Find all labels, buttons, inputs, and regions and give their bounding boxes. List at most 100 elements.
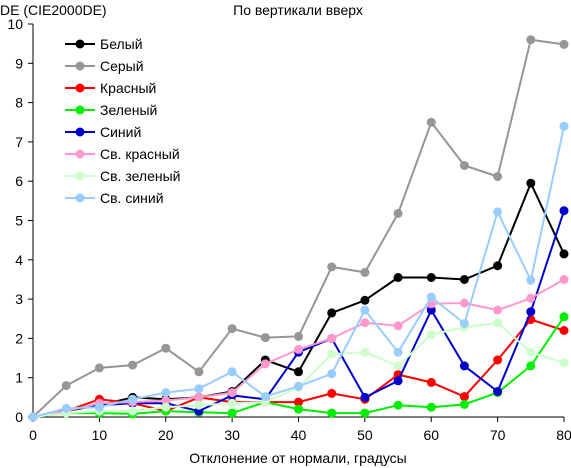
data-point bbox=[559, 39, 569, 49]
series-8 bbox=[28, 121, 569, 422]
data-point bbox=[459, 361, 469, 371]
legend-marker bbox=[75, 83, 85, 93]
data-point bbox=[327, 262, 337, 272]
data-point bbox=[294, 397, 303, 407]
data-point bbox=[294, 381, 303, 391]
data-point bbox=[393, 208, 403, 218]
legend-label: Св. синий bbox=[100, 190, 164, 206]
data-point bbox=[360, 347, 370, 357]
axes: 0 1 2 3 4 5 6 7 8 9 10 0 10 20 30 40 50 60 70 80 bbox=[7, 16, 571, 443]
x-tick-label: 50 bbox=[357, 427, 373, 443]
legend-label: Зеленый bbox=[100, 102, 157, 118]
data-point bbox=[194, 400, 204, 410]
data-point bbox=[327, 408, 337, 418]
data-point bbox=[327, 349, 337, 359]
data-point bbox=[128, 360, 138, 370]
legend-marker bbox=[75, 39, 85, 49]
data-point bbox=[393, 347, 403, 357]
data-point bbox=[426, 330, 436, 339]
data-point bbox=[493, 261, 503, 271]
data-point bbox=[360, 267, 370, 277]
data-point bbox=[459, 161, 469, 170]
data-point bbox=[260, 333, 270, 343]
x-axis-title: Отклонение от нормали, градусы bbox=[189, 450, 406, 466]
y-tick-label: 3 bbox=[15, 291, 23, 307]
data-point bbox=[260, 392, 270, 402]
legend-marker bbox=[75, 61, 85, 71]
legend-item: Синий bbox=[65, 124, 141, 140]
y-axis-title: DE (CIE2000DE) bbox=[0, 2, 107, 18]
data-point bbox=[459, 392, 469, 402]
chart-title: По вертикали вверх bbox=[233, 2, 363, 18]
data-point bbox=[360, 408, 370, 418]
y-tick-label: 7 bbox=[15, 134, 23, 150]
y-tick-label: 6 bbox=[15, 173, 23, 189]
data-point bbox=[393, 361, 403, 371]
data-point bbox=[227, 398, 237, 408]
data-point bbox=[61, 403, 71, 413]
legend-item: Св. зеленый bbox=[65, 168, 180, 184]
data-point bbox=[526, 307, 536, 317]
data-point bbox=[559, 312, 569, 322]
legend-marker bbox=[75, 105, 85, 115]
legend-item: Св. красный bbox=[65, 146, 180, 162]
x-tick-label: 10 bbox=[92, 427, 108, 443]
data-point bbox=[327, 388, 337, 398]
data-point bbox=[426, 305, 436, 315]
data-point bbox=[161, 396, 171, 405]
data-point bbox=[526, 35, 536, 45]
data-point bbox=[360, 392, 370, 402]
legend-marker bbox=[75, 193, 85, 203]
legend-marker bbox=[75, 171, 85, 181]
data-point bbox=[327, 333, 337, 343]
data-point bbox=[393, 400, 403, 410]
x-tick-label: 60 bbox=[423, 427, 439, 443]
data-point bbox=[559, 249, 569, 259]
data-point bbox=[526, 361, 536, 371]
data-point bbox=[327, 308, 337, 318]
x-tick-label: 0 bbox=[29, 427, 37, 443]
data-point bbox=[526, 347, 536, 357]
data-point bbox=[28, 412, 38, 422]
data-point bbox=[493, 305, 503, 315]
y-tick-label: 8 bbox=[15, 95, 23, 111]
legend-item: Красный bbox=[65, 80, 156, 96]
data-point bbox=[426, 273, 436, 282]
data-point bbox=[426, 292, 436, 302]
y-tick-label: 5 bbox=[15, 213, 23, 229]
data-point bbox=[526, 293, 536, 303]
data-point bbox=[94, 363, 104, 373]
data-point bbox=[526, 178, 536, 188]
data-point bbox=[493, 207, 503, 217]
y-tick-label: 9 bbox=[15, 55, 23, 71]
data-point bbox=[360, 295, 370, 305]
data-point bbox=[227, 367, 237, 377]
data-point bbox=[426, 402, 436, 412]
data-point bbox=[426, 117, 436, 127]
legend-item: Белый bbox=[65, 36, 143, 52]
data-point bbox=[294, 344, 303, 354]
data-point bbox=[459, 298, 469, 308]
series-2 bbox=[28, 35, 569, 422]
data-point bbox=[227, 408, 237, 418]
data-point bbox=[393, 273, 403, 282]
data-point bbox=[294, 331, 303, 341]
legend-item: Серый bbox=[65, 58, 144, 74]
data-point bbox=[459, 399, 469, 409]
data-point bbox=[459, 275, 469, 284]
data-point bbox=[393, 376, 403, 386]
data-point bbox=[61, 381, 71, 391]
data-point bbox=[493, 318, 503, 328]
data-point bbox=[94, 402, 104, 412]
data-point bbox=[294, 367, 303, 377]
data-point bbox=[161, 388, 171, 398]
legend-marker bbox=[75, 149, 85, 159]
x-tick-label: 30 bbox=[224, 427, 240, 443]
data-point bbox=[493, 387, 503, 396]
legend-label: Св. красный bbox=[100, 146, 180, 162]
legend-label: Серый bbox=[100, 58, 144, 74]
legend-marker bbox=[75, 127, 85, 137]
data-point bbox=[161, 343, 171, 353]
data-point bbox=[128, 394, 138, 404]
